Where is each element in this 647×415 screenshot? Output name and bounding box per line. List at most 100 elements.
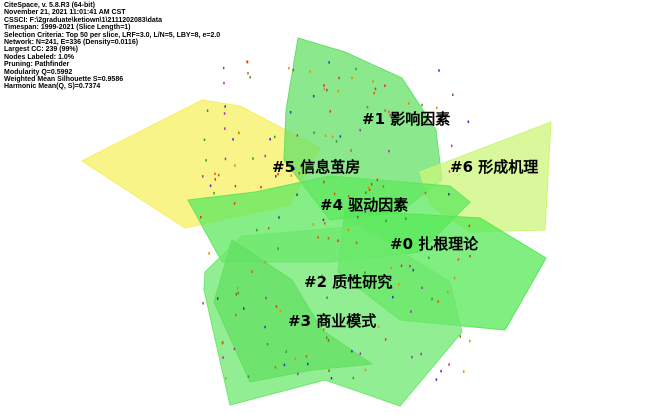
- network-node: [411, 355, 413, 359]
- network-node: [376, 178, 379, 182]
- network-node: [324, 222, 326, 225]
- network-node: [237, 291, 240, 295]
- network-node: [424, 191, 427, 195]
- network-node: [224, 157, 227, 161]
- network-node: [355, 67, 357, 71]
- network-node: [329, 110, 332, 113]
- network-node: [353, 165, 355, 169]
- network-node: [459, 335, 462, 338]
- network-node: [397, 283, 400, 286]
- network-node: [428, 256, 430, 260]
- network-node: [222, 356, 224, 359]
- cluster-label-5[interactable]: #5 信息茧房: [272, 158, 361, 176]
- network-node: [238, 131, 240, 135]
- cluster-label-2[interactable]: #2 质性研究: [304, 273, 393, 291]
- cluster-label-1[interactable]: #1 影响因素: [362, 110, 451, 128]
- network-node: [323, 180, 325, 184]
- network-node: [214, 178, 216, 181]
- network-node: [339, 284, 341, 288]
- network-node: [321, 274, 323, 278]
- info-line: CiteSpace, v. 5.8.R3 (64-bit): [4, 2, 95, 9]
- network-node: [368, 188, 371, 192]
- network-node: [324, 134, 327, 137]
- network-node: [467, 163, 469, 167]
- network-node: [247, 71, 249, 75]
- network-node: [252, 157, 254, 160]
- network-node: [326, 200, 328, 204]
- network-node: [312, 223, 315, 226]
- network-node: [327, 237, 330, 240]
- network-node: [373, 91, 375, 95]
- network-node: [364, 368, 367, 372]
- network-node: [410, 310, 412, 313]
- network-node: [469, 339, 471, 343]
- network-node: [317, 236, 319, 239]
- cluster-area-3[interactable]: [213, 239, 374, 383]
- network-node: [338, 76, 340, 80]
- network-node: [264, 325, 266, 329]
- network-info: CiteSpace, v. 5.8.R3 (64-bit) November 21…: [4, 2, 220, 91]
- network-node: [337, 239, 339, 242]
- network-node: [236, 286, 239, 290]
- network-node: [269, 137, 271, 141]
- network-node: [335, 158, 337, 162]
- network-node: [364, 201, 366, 204]
- network-node: [390, 286, 393, 289]
- cluster-label-3[interactable]: #3 商业模式: [288, 312, 377, 330]
- network-node: [437, 300, 440, 303]
- network-node: [448, 170, 451, 173]
- network-node: [440, 369, 442, 373]
- info-line: Nodes Labeled: 1.0%: [4, 53, 75, 61]
- network-node: [356, 215, 359, 219]
- network-node: [448, 193, 450, 196]
- cluster-label-4[interactable]: #4 驱动因素: [320, 196, 409, 214]
- info-line: Timespan: 1999-2021 (Slice Length=1): [4, 24, 131, 32]
- network-node: [351, 349, 353, 353]
- network-node: [325, 336, 328, 339]
- network-node: [351, 76, 353, 80]
- network-node: [223, 81, 225, 85]
- network-node: [233, 202, 236, 205]
- network-node: [364, 271, 366, 274]
- network-node: [447, 290, 449, 294]
- network-node: [279, 310, 282, 313]
- network-node: [467, 120, 470, 124]
- network-node: [235, 293, 238, 296]
- network-node: [326, 88, 328, 92]
- network-node: [323, 87, 326, 91]
- cluster-label-6[interactable]: #6 形成机理: [450, 158, 539, 176]
- network-node: [365, 191, 367, 194]
- info-line: Modularity Q=0.5992: [4, 68, 73, 76]
- info-line: Largest CC: 239 (99%): [4, 46, 78, 54]
- network-node: [328, 61, 330, 64]
- network-node: [290, 174, 293, 177]
- info-line: Network: N=241, E=336 (Density=0.0116): [4, 39, 139, 47]
- info-line: Selection Criteria: Top 50 per slice, LR…: [4, 31, 221, 39]
- network-node: [327, 339, 330, 342]
- network-node: [201, 175, 204, 178]
- network-node: [330, 376, 333, 380]
- network-node: [384, 109, 386, 112]
- cluster-label-0[interactable]: #0 扎根理论: [390, 235, 479, 253]
- network-node: [223, 112, 226, 115]
- network-node: [265, 296, 267, 300]
- network-node: [364, 210, 366, 213]
- info-line: November 21, 2021 11:01:41 AM CST: [4, 9, 126, 17]
- network-node: [312, 94, 315, 98]
- network-node: [264, 260, 266, 264]
- network-node: [205, 159, 207, 162]
- network-node: [224, 105, 226, 108]
- network-node: [288, 66, 290, 70]
- network-node: [251, 270, 253, 273]
- network-node: [266, 342, 269, 346]
- info-line: Pruning: Pathfinder: [4, 61, 70, 69]
- network-node: [339, 135, 342, 138]
- network-node: [388, 149, 390, 153]
- network-node: [436, 106, 438, 110]
- network-node: [421, 286, 423, 289]
- network-node: [388, 110, 390, 114]
- network-node: [331, 135, 334, 139]
- network-node: [293, 167, 295, 170]
- network-node: [392, 295, 394, 299]
- network-node: [382, 185, 385, 188]
